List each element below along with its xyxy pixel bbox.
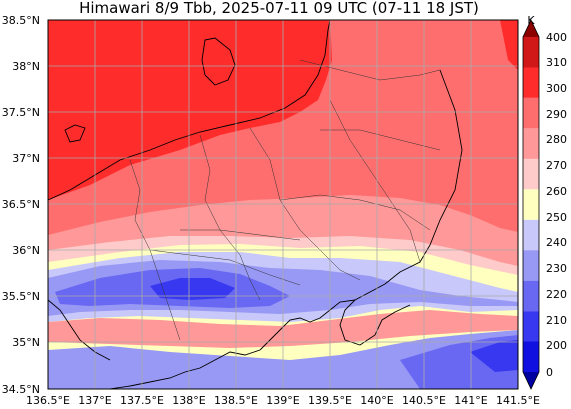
lat-tick-label: 36°N <box>12 244 40 257</box>
colorbar: K 400 310 300 290 280 270 260 250 240 23… <box>522 14 567 390</box>
lat-tick-label: 34.5°N <box>2 383 40 396</box>
lat-tick-label: 35.5°N <box>2 290 40 303</box>
lon-tick-label: 139°E <box>266 394 299 407</box>
lon-tick-label: 136.5°E <box>26 394 70 407</box>
colorbar-band <box>523 219 539 251</box>
colorbar-tick-label: 200 <box>546 339 567 352</box>
lon-tick-label: 140.5°E <box>402 394 446 407</box>
colorbar-band <box>523 37 539 68</box>
colorbar-band <box>523 20 539 37</box>
lat-tick-label: 36.5°N <box>2 198 40 211</box>
lon-tick-label: 138.5°E <box>214 394 258 407</box>
cold-cloud-top <box>150 278 235 300</box>
lon-tick-label: 139.5°E <box>308 394 352 407</box>
colorbar-tick-label: 250 <box>546 211 567 224</box>
lat-tick-label: 38.5°N <box>2 14 40 27</box>
colorbar-tick-label: 300 <box>546 82 567 95</box>
colorbar-band <box>523 158 539 190</box>
colorbar-band <box>523 189 539 220</box>
colorbar-tick-label: 270 <box>546 159 567 172</box>
lat-tick-label: 37.5°N <box>2 106 40 119</box>
map-panel <box>48 20 518 389</box>
lon-tick-label: 137°E <box>78 394 111 407</box>
latitude-axis: 38.5°N 38°N 37.5°N 37°N 36.5°N 36°N 35.5… <box>2 14 40 396</box>
southeast-cold-cloud <box>470 340 518 372</box>
lon-tick-label: 141.5°E <box>496 394 540 407</box>
colorbar-band <box>523 128 539 159</box>
southern-cloud-band <box>48 330 518 389</box>
colorbar-tick-label: 260 <box>546 185 567 198</box>
colorbar-band <box>523 67 539 98</box>
coastlines <box>48 20 463 389</box>
lon-tick-label: 140°E <box>360 394 393 407</box>
lon-tick-label: 141°E <box>454 394 487 407</box>
colorbar-tick-label: 0 <box>546 366 553 379</box>
colorbar-band <box>523 311 539 342</box>
colorbar-band <box>523 280 539 312</box>
colorbar-band <box>523 97 539 129</box>
colorbar-tick-label: 280 <box>546 133 567 146</box>
colorbar-band <box>523 341 539 372</box>
lat-tick-label: 37°N <box>12 152 40 165</box>
colorbar-outline <box>522 19 540 390</box>
lon-tick-label: 138°E <box>172 394 205 407</box>
graticule <box>48 20 518 389</box>
colorbar-tick-label: 210 <box>546 314 567 327</box>
map-frame <box>47 19 519 390</box>
lat-tick-label: 38°N <box>12 60 40 73</box>
lon-tick-label: 137.5°E <box>120 394 164 407</box>
longitude-axis: 136.5°E 137°E 137.5°E 138°E 138.5°E 139°… <box>26 394 540 407</box>
warm-east-region <box>500 20 518 70</box>
colorbar-bands <box>523 20 539 389</box>
colorbar-band <box>523 250 539 281</box>
colorbar-tick-label: 240 <box>546 236 567 249</box>
colorbar-tick-label: 400 <box>546 31 567 44</box>
colorbar-tick-label: 310 <box>546 56 567 69</box>
colorbar-band <box>523 372 539 389</box>
colorbar-tick-label: 220 <box>546 288 567 301</box>
figure-title: Himawari 8/9 Tbb, 2025-07-11 09 UTC (07-… <box>79 0 479 17</box>
colorbar-tick-label: 230 <box>546 262 567 275</box>
lat-tick-label: 35°N <box>12 336 40 349</box>
colorbar-tick-label: 290 <box>546 108 567 121</box>
